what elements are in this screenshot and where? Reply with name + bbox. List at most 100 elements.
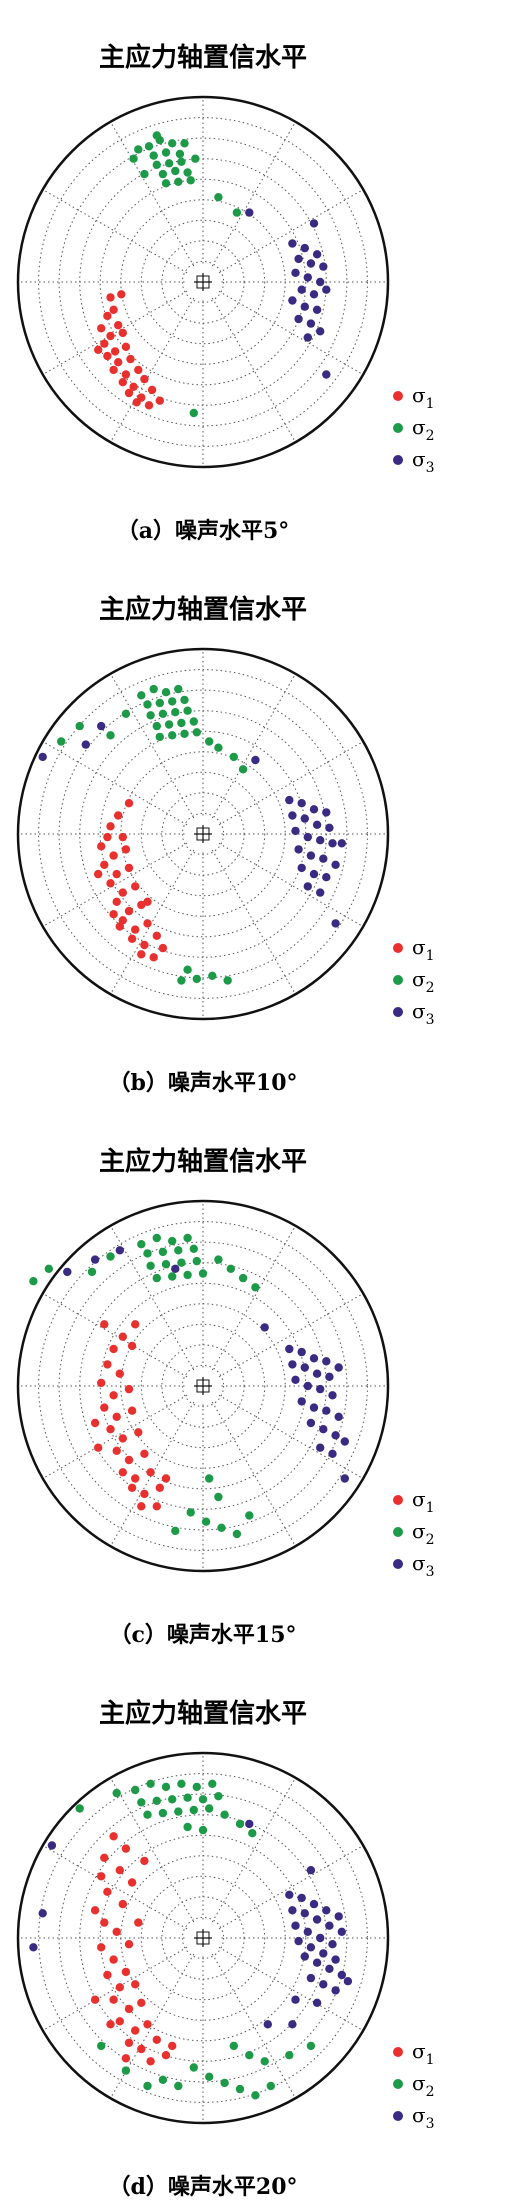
sigma2-point	[192, 728, 201, 737]
sigma1-point	[152, 931, 161, 940]
sigma1-point	[97, 1943, 106, 1952]
legend-symbol: σ	[412, 2039, 426, 2063]
sigma3-point	[337, 839, 346, 848]
sigma1-point	[127, 1878, 137, 1887]
sigma1-point	[127, 1406, 137, 1415]
sigma2-point	[245, 1511, 254, 1520]
sigma2-point	[183, 168, 192, 177]
sigma2-point	[205, 1474, 214, 1483]
sigma2-point	[155, 732, 164, 742]
grid-radial	[211, 1225, 296, 1371]
sigma3-point	[288, 1906, 297, 1915]
sigma1-point	[121, 1967, 131, 1977]
sigma1-point	[114, 811, 123, 820]
sigma2-point	[177, 1258, 186, 1267]
sigma3-point	[319, 1425, 328, 1434]
grid-radial	[42, 189, 188, 274]
sigma1-point	[127, 1341, 137, 1351]
legend-marker	[393, 391, 403, 401]
sigma1-point	[103, 832, 112, 842]
sigma1-point	[100, 1853, 109, 1862]
legend-label: σ1	[412, 383, 435, 412]
sigma2-point	[174, 177, 183, 186]
sigma2-point	[174, 1807, 183, 1816]
sigma1-point	[103, 311, 112, 321]
sigma3-point	[263, 2020, 272, 2029]
sigma2-point	[164, 159, 174, 168]
grid-radial	[211, 673, 296, 819]
sigma2-point	[106, 1252, 115, 1261]
sigma3-point	[309, 869, 319, 879]
legend-marker	[393, 1495, 403, 1505]
sigma2-point	[75, 721, 84, 731]
legend-symbol: σ	[412, 2071, 426, 2095]
sigma1-point	[100, 860, 109, 869]
legend-label: σ1	[412, 2039, 435, 2068]
sigma3-point	[312, 1958, 322, 1967]
grid-circle	[99, 178, 307, 386]
sigma2-point	[214, 1255, 223, 1264]
sigma1-point	[161, 1474, 171, 1483]
legend-label: σ3	[412, 2103, 435, 2132]
sigma3-point	[300, 1909, 309, 1918]
panel-caption: （c）噪声水平15°	[109, 1622, 296, 1648]
sigma2-point	[158, 709, 168, 718]
sigma2-point	[189, 717, 198, 726]
sigma1-point	[112, 869, 121, 879]
sigma1-point	[134, 1918, 143, 1927]
legend-label: σ1	[412, 935, 435, 964]
sigma1-point	[94, 345, 103, 354]
sigma3-point	[312, 820, 322, 829]
sigma1-point	[126, 354, 135, 364]
sigma2-point	[177, 157, 186, 166]
sigma1-point	[106, 293, 115, 302]
sigma1-point	[124, 2038, 134, 2047]
sigma2-point	[183, 706, 192, 715]
sigma2-point	[161, 179, 171, 188]
sigma2-point	[152, 131, 161, 140]
sigma1-point	[147, 385, 157, 395]
sigma3-point	[115, 1246, 125, 1255]
sigma3-point	[294, 254, 303, 264]
sigma2-point	[152, 721, 161, 731]
grid-circle	[38, 117, 368, 447]
stereonet-grid	[16, 95, 390, 469]
sigma3-point	[291, 268, 300, 277]
sigma3-point	[316, 1443, 325, 1452]
sigma2-point	[177, 976, 186, 985]
sigma2-point	[168, 731, 177, 740]
sigma3-point	[312, 1998, 322, 2007]
sigma2-point	[158, 1808, 168, 1818]
grid-radial	[211, 1401, 296, 1547]
sigma1-point	[109, 1832, 118, 1841]
sigma1-point	[124, 906, 134, 916]
legend-subscript: 1	[426, 948, 435, 964]
legend-symbol: σ	[412, 2103, 426, 2127]
sigma1-point	[131, 2026, 140, 2035]
sigma1-point	[112, 1927, 121, 1936]
sigma2-point	[183, 965, 192, 974]
sigma3-point	[309, 1899, 319, 1909]
panel-caption: （a）噪声水平5°	[117, 518, 290, 544]
sigma3-point	[306, 259, 316, 268]
panel-d: 主应力轴置信水平 σ1 σ2 σ3 （d）噪声水平20°	[0, 1656, 520, 2208]
sigma2-point	[214, 743, 223, 752]
panel-c: 主应力轴置信水平 σ1 σ2 σ3 （c）噪声水平15°	[0, 1104, 520, 1656]
grid-radial	[42, 842, 188, 927]
sigma1-point	[109, 1995, 118, 2004]
sigma3-point	[337, 1927, 346, 1936]
sigma3-point	[303, 832, 312, 842]
sigma1-point	[118, 1332, 128, 1341]
sigma3-point	[331, 919, 340, 928]
sigma3-point	[288, 296, 297, 305]
legend-subscript: 3	[426, 1012, 435, 1028]
sigma2-point	[143, 1810, 152, 1819]
primitive-circle	[16, 1751, 390, 2125]
sigma3-point	[309, 290, 319, 299]
legend-marker	[393, 2047, 403, 2057]
sigma1-point	[109, 851, 118, 860]
sigma1-point	[140, 1856, 149, 1866]
sigma1-point	[137, 1502, 146, 1511]
